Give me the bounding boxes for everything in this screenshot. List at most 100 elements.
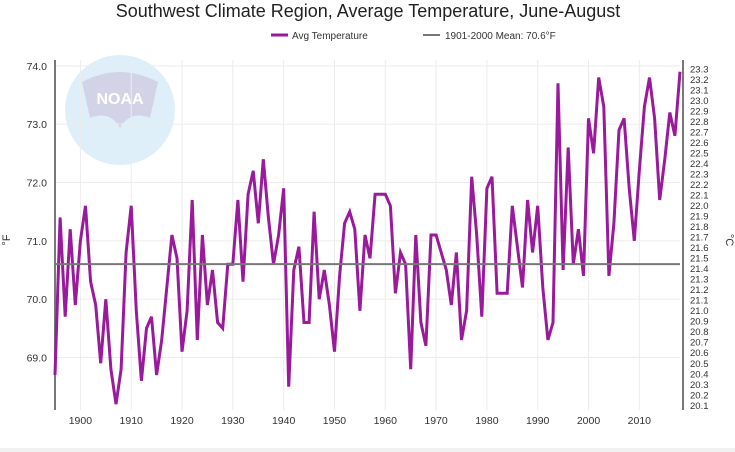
data-point[interactable]: [515, 244, 520, 249]
data-point[interactable]: [169, 233, 174, 238]
data-point[interactable]: [251, 168, 256, 173]
data-point[interactable]: [83, 203, 88, 208]
data-point[interactable]: [113, 402, 118, 407]
data-point[interactable]: [73, 303, 78, 308]
data-point[interactable]: [388, 203, 393, 208]
data-point[interactable]: [479, 314, 484, 319]
data-point[interactable]: [566, 145, 571, 150]
data-point[interactable]: [489, 174, 494, 179]
data-point[interactable]: [398, 250, 403, 255]
data-point[interactable]: [586, 116, 591, 121]
data-point[interactable]: [434, 233, 439, 238]
data-point[interactable]: [134, 308, 139, 313]
data-point[interactable]: [657, 198, 662, 203]
data-point[interactable]: [301, 320, 306, 325]
data-point[interactable]: [495, 291, 500, 296]
data-point[interactable]: [662, 157, 667, 162]
data-point[interactable]: [520, 285, 525, 290]
data-point[interactable]: [93, 303, 98, 308]
data-point[interactable]: [322, 268, 327, 273]
data-point[interactable]: [144, 326, 149, 331]
data-point[interactable]: [108, 367, 113, 372]
data-point[interactable]: [332, 349, 337, 354]
data-point[interactable]: [180, 349, 185, 354]
data-point[interactable]: [317, 297, 322, 302]
data-point[interactable]: [581, 273, 586, 278]
data-point[interactable]: [423, 343, 428, 348]
data-point[interactable]: [576, 227, 581, 232]
data-point[interactable]: [556, 81, 561, 86]
data-point[interactable]: [347, 209, 352, 214]
data-point[interactable]: [164, 285, 169, 290]
data-point[interactable]: [327, 303, 332, 308]
data-point[interactable]: [296, 244, 301, 249]
data-point[interactable]: [627, 186, 632, 191]
data-point[interactable]: [291, 268, 296, 273]
data-point[interactable]: [286, 384, 291, 389]
data-point[interactable]: [429, 233, 434, 238]
data-point[interactable]: [63, 314, 68, 319]
data-point[interactable]: [241, 279, 246, 284]
data-point[interactable]: [408, 367, 413, 372]
data-point[interactable]: [561, 268, 566, 273]
data-point[interactable]: [606, 273, 611, 278]
data-point[interactable]: [215, 320, 220, 325]
data-point[interactable]: [368, 256, 373, 261]
data-point[interactable]: [469, 174, 474, 179]
data-point[interactable]: [484, 186, 489, 191]
data-point[interactable]: [622, 116, 627, 121]
data-point[interactable]: [454, 250, 459, 255]
data-point[interactable]: [159, 338, 164, 343]
data-point[interactable]: [342, 221, 347, 226]
data-point[interactable]: [383, 192, 388, 197]
data-point[interactable]: [256, 221, 261, 226]
data-point[interactable]: [190, 198, 195, 203]
data-point[interactable]: [220, 326, 225, 331]
data-point[interactable]: [632, 238, 637, 243]
data-point[interactable]: [78, 238, 83, 243]
data-point[interactable]: [413, 233, 418, 238]
data-point[interactable]: [611, 221, 616, 226]
data-point[interactable]: [672, 133, 677, 138]
data-point[interactable]: [312, 209, 317, 214]
legend-item-mean[interactable]: 1901-2000 Mean: 70.6°F: [423, 31, 556, 42]
data-point[interactable]: [500, 291, 505, 296]
data-point[interactable]: [652, 116, 657, 121]
data-point[interactable]: [210, 268, 215, 273]
data-point[interactable]: [540, 285, 545, 290]
data-point[interactable]: [124, 250, 129, 255]
data-point[interactable]: [276, 233, 281, 238]
data-point[interactable]: [281, 186, 286, 191]
data-point[interactable]: [393, 291, 398, 296]
data-point[interactable]: [459, 338, 464, 343]
data-point[interactable]: [464, 308, 469, 313]
data-point[interactable]: [185, 308, 190, 313]
data-point[interactable]: [418, 320, 423, 325]
data-point[interactable]: [261, 157, 266, 162]
data-point[interactable]: [535, 203, 540, 208]
data-point[interactable]: [362, 233, 367, 238]
data-point[interactable]: [68, 227, 73, 232]
data-point[interactable]: [637, 168, 642, 173]
data-point[interactable]: [58, 215, 63, 220]
data-point[interactable]: [617, 128, 622, 133]
data-point[interactable]: [530, 250, 535, 255]
data-point[interactable]: [373, 192, 378, 197]
data-point[interactable]: [174, 256, 179, 261]
data-point[interactable]: [337, 273, 342, 278]
data-point[interactable]: [235, 198, 240, 203]
data-point[interactable]: [88, 279, 93, 284]
data-point[interactable]: [129, 203, 134, 208]
data-point[interactable]: [195, 338, 200, 343]
data-point[interactable]: [474, 233, 479, 238]
data-point[interactable]: [505, 291, 510, 296]
data-point[interactable]: [449, 303, 454, 308]
data-point[interactable]: [444, 268, 449, 273]
data-point[interactable]: [246, 192, 251, 197]
data-point[interactable]: [647, 75, 652, 80]
data-point[interactable]: [378, 192, 383, 197]
data-point[interactable]: [642, 104, 647, 109]
data-point[interactable]: [307, 320, 312, 325]
data-point[interactable]: [352, 227, 357, 232]
data-point[interactable]: [596, 75, 601, 80]
